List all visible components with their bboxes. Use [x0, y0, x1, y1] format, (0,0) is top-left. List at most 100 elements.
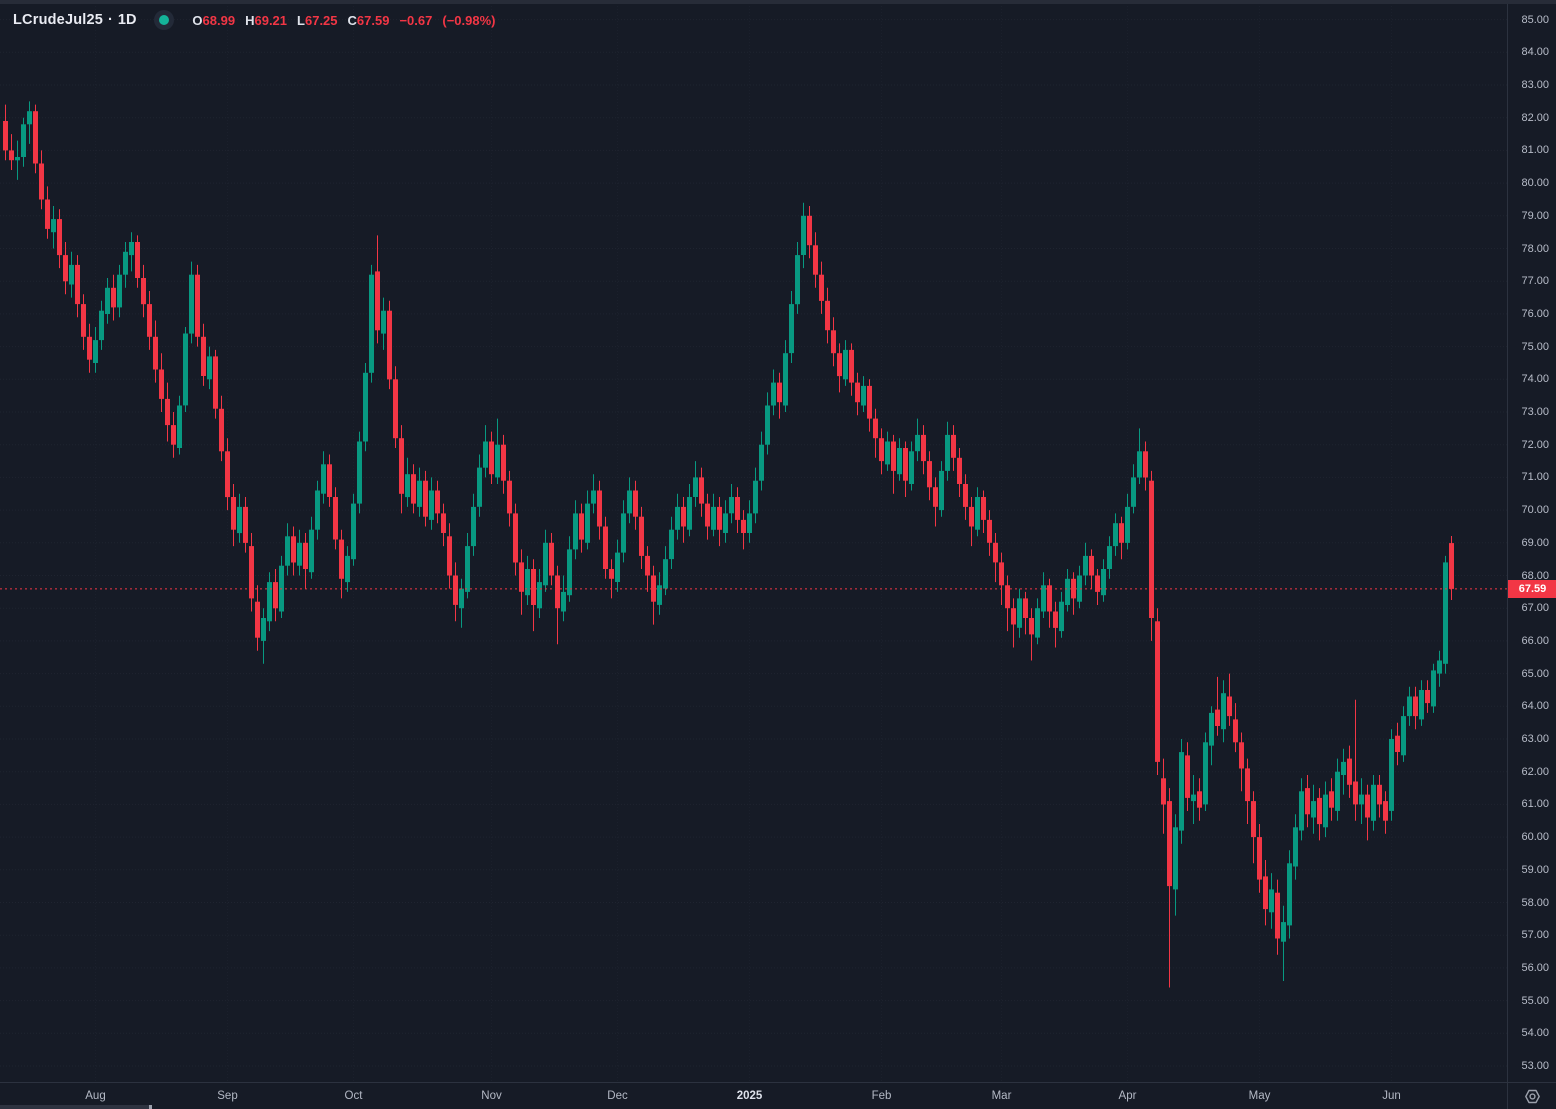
candle: [189, 261, 194, 344]
candle: [375, 235, 380, 344]
candle: [615, 539, 620, 592]
candle: [309, 516, 314, 579]
candle: [1125, 493, 1130, 550]
interval-label[interactable]: 1D: [117, 12, 137, 28]
settings-icon[interactable]: [1524, 1088, 1541, 1105]
candle: [279, 555, 284, 618]
candle: [399, 425, 404, 514]
candle: [219, 395, 224, 462]
candle: [561, 575, 566, 622]
candle: [1275, 879, 1280, 955]
candle: [1149, 470, 1154, 641]
price-axis-label: 72.00: [1521, 438, 1549, 451]
candle: [1215, 676, 1220, 736]
candle: [975, 487, 980, 537]
price-axis-label: 70.00: [1521, 504, 1549, 517]
candle: [93, 327, 98, 373]
candle: [267, 572, 272, 632]
candle: [741, 510, 746, 550]
candle: [225, 438, 230, 511]
price-axis-label: 79.00: [1521, 209, 1549, 222]
candle: [1449, 536, 1454, 600]
candle: [759, 431, 764, 491]
candle: [717, 497, 722, 547]
time-axis-label-oct: Oct: [344, 1090, 363, 1102]
candle: [321, 451, 326, 504]
high-readout: H69.21: [245, 12, 288, 28]
candle: [873, 408, 878, 458]
candle: [1167, 788, 1172, 988]
time-axis[interactable]: Aug Sep Oct Nov Dec 2025 Feb Mar Apr May Jun: [0, 1082, 1507, 1109]
price-axis[interactable]: 67.59 85.00 84.00 83.00 82.00 81.00 80.00 79.0…: [1507, 0, 1556, 1082]
candle: [165, 382, 170, 442]
candle: [177, 395, 182, 455]
candle: [483, 425, 488, 478]
candle: [663, 546, 668, 596]
candle: [1143, 441, 1148, 491]
chart-pane[interactable]: LCrudeJul25 · 1D O68.99 H69.21 L67.25 C6…: [0, 0, 1507, 1082]
price-axis-label: 65.00: [1521, 667, 1549, 680]
candle: [633, 480, 638, 530]
candle: [1179, 739, 1184, 844]
candle: [825, 287, 830, 344]
symbol-title[interactable]: LCrudeJul25: [13, 12, 104, 28]
candle: [669, 516, 674, 569]
candle: [921, 425, 926, 475]
candle: [123, 242, 128, 288]
candle: [639, 506, 644, 569]
candle: [1119, 516, 1124, 560]
candle: [849, 343, 854, 396]
candle: [1257, 824, 1262, 893]
candle: [1197, 778, 1202, 821]
price-axis-label: 55.00: [1521, 994, 1549, 1007]
candle: [681, 497, 686, 543]
candle: [1407, 686, 1412, 726]
candle: [1443, 555, 1448, 674]
candle: [1221, 680, 1226, 743]
candle: [909, 441, 914, 491]
candle: [783, 340, 788, 412]
candle: [1395, 722, 1400, 766]
candle: [987, 510, 992, 556]
axis-corner: [1507, 1082, 1556, 1109]
candle: [999, 552, 1004, 605]
candle: [87, 323, 92, 373]
market-status-icon[interactable]: [154, 10, 175, 30]
candle: [45, 186, 50, 239]
candle: [429, 477, 434, 530]
candle: [591, 474, 596, 514]
time-axis-label-mar: Mar: [991, 1090, 1012, 1102]
candle: [525, 555, 530, 605]
candle: [531, 559, 536, 632]
candle: [1203, 732, 1208, 811]
candle: [75, 255, 80, 318]
candle: [705, 493, 710, 540]
candle: [21, 117, 26, 167]
candle: [441, 503, 446, 547]
price-axis-label: 85.00: [1521, 13, 1549, 26]
candle: [9, 134, 14, 170]
candle: [1071, 572, 1076, 615]
low-readout: L67.25: [297, 12, 338, 28]
candle: [1263, 860, 1268, 926]
candle: [1041, 572, 1046, 618]
candle: [477, 454, 482, 517]
candle: [1377, 775, 1382, 818]
candle: [519, 549, 524, 615]
candle: [459, 578, 464, 628]
price-axis-label: 84.00: [1521, 46, 1549, 59]
candle: [465, 533, 470, 599]
candle: [1017, 588, 1022, 638]
price-axis-label: 77.00: [1521, 275, 1549, 288]
candle: [411, 464, 416, 514]
price-axis-label: 56.00: [1521, 961, 1549, 974]
candle: [819, 261, 824, 314]
candle: [1089, 549, 1094, 589]
horizontal-scrollbar[interactable]: [0, 1105, 152, 1109]
candle: [813, 232, 818, 288]
candle: [1035, 598, 1040, 645]
candle: [435, 480, 440, 524]
candle: [195, 264, 200, 347]
last-price-badge: 67.59: [1508, 579, 1556, 598]
candle: [771, 369, 776, 416]
